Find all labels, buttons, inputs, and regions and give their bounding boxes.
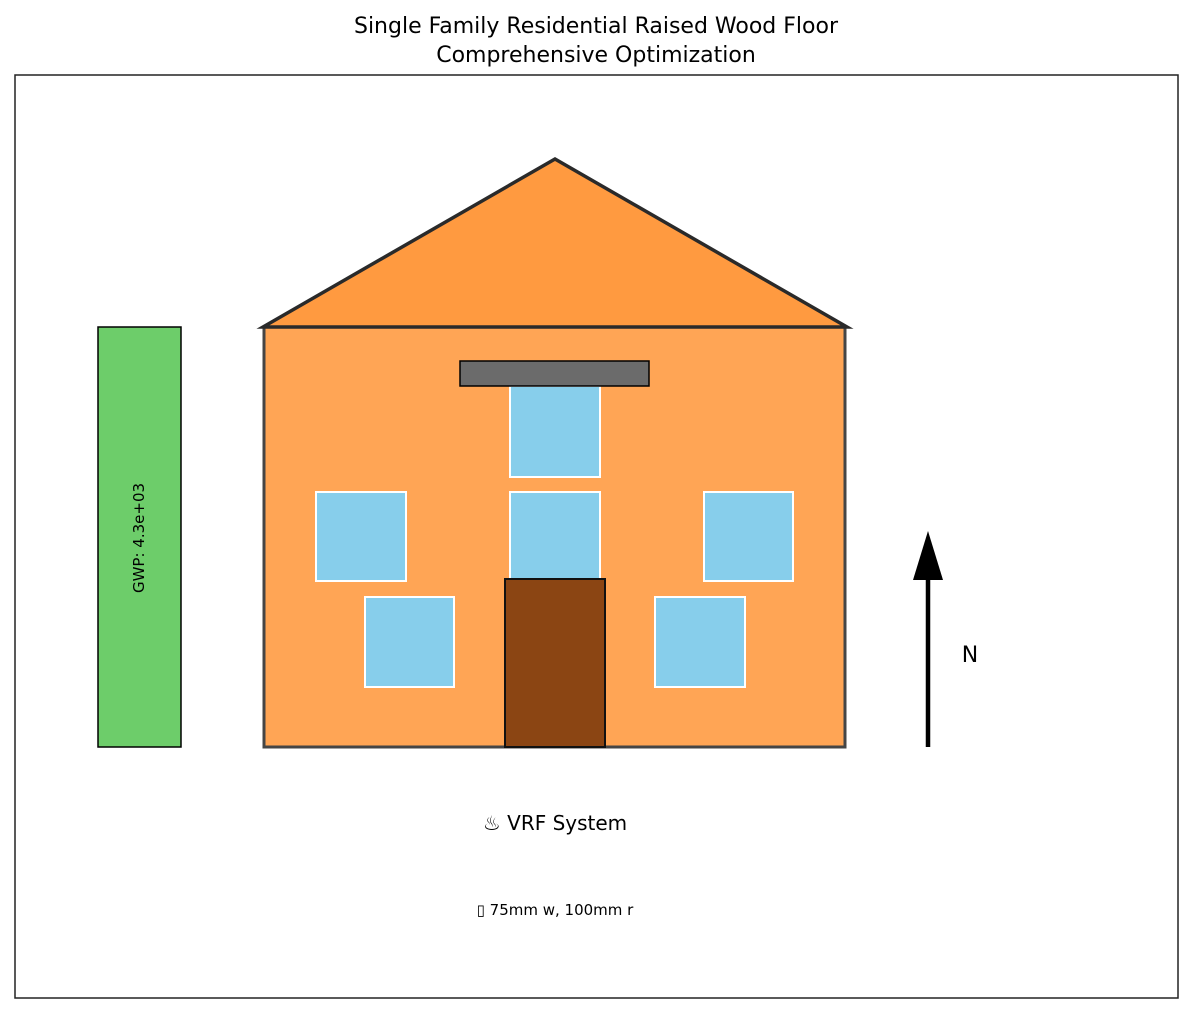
- house-door: [504, 578, 606, 748]
- diagram-frame: [14, 74, 1179, 999]
- window-lower-left: [364, 596, 455, 688]
- window-middle-right: [703, 491, 794, 582]
- window-middle-center: [509, 491, 601, 582]
- window-middle-left: [315, 491, 407, 582]
- insulation-label: ▯ 75mm w, 100mm r: [477, 901, 635, 919]
- hvac-system-label: ♨ VRF System: [483, 811, 627, 835]
- diagram-title-line-2: Comprehensive Optimization: [436, 43, 756, 68]
- gwp-bar: [97, 326, 182, 748]
- window-top-center: [509, 385, 601, 478]
- window-lower-right: [654, 596, 746, 688]
- north-label: N: [962, 643, 978, 668]
- house-roof: [256, 156, 854, 329]
- diagram-title-line-1: Single Family Residential Raised Wood Fl…: [354, 14, 839, 39]
- north-arrow-icon: [913, 531, 943, 580]
- gwp-label: GWP: 4.3e+03: [130, 483, 148, 593]
- shading-overhang: [459, 360, 650, 387]
